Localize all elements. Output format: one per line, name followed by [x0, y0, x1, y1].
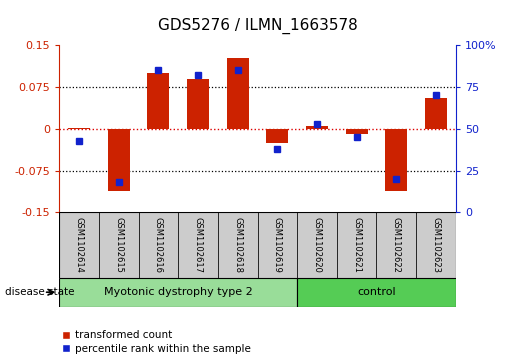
Bar — [147, 73, 169, 129]
FancyBboxPatch shape — [59, 278, 297, 307]
Text: GSM1102618: GSM1102618 — [233, 217, 242, 273]
Text: GSM1102614: GSM1102614 — [75, 217, 83, 273]
Text: GSM1102616: GSM1102616 — [154, 217, 163, 273]
Text: control: control — [357, 287, 396, 297]
Bar — [385, 129, 407, 191]
Text: GDS5276 / ILMN_1663578: GDS5276 / ILMN_1663578 — [158, 18, 357, 34]
Text: GSM1102617: GSM1102617 — [194, 217, 202, 273]
Bar — [346, 129, 368, 134]
Text: GSM1102622: GSM1102622 — [392, 217, 401, 273]
Bar — [266, 129, 288, 143]
Text: GSM1102621: GSM1102621 — [352, 217, 361, 273]
FancyBboxPatch shape — [258, 212, 297, 278]
FancyBboxPatch shape — [59, 212, 99, 278]
FancyBboxPatch shape — [99, 212, 139, 278]
Bar — [306, 126, 328, 129]
FancyBboxPatch shape — [297, 212, 337, 278]
Bar — [425, 98, 447, 129]
FancyBboxPatch shape — [218, 212, 258, 278]
Bar — [108, 129, 130, 191]
FancyBboxPatch shape — [139, 212, 178, 278]
Text: GSM1102620: GSM1102620 — [313, 217, 321, 273]
Bar — [227, 58, 249, 129]
Text: disease state: disease state — [5, 287, 75, 297]
FancyBboxPatch shape — [297, 278, 456, 307]
Text: GSM1102623: GSM1102623 — [432, 217, 440, 273]
Legend: transformed count, percentile rank within the sample: transformed count, percentile rank withi… — [57, 326, 255, 358]
Text: GSM1102615: GSM1102615 — [114, 217, 123, 273]
FancyBboxPatch shape — [416, 212, 456, 278]
FancyBboxPatch shape — [376, 212, 416, 278]
Bar — [187, 79, 209, 129]
Text: GSM1102619: GSM1102619 — [273, 217, 282, 273]
FancyBboxPatch shape — [178, 212, 218, 278]
Bar — [68, 128, 90, 129]
FancyBboxPatch shape — [337, 212, 376, 278]
Text: Myotonic dystrophy type 2: Myotonic dystrophy type 2 — [104, 287, 252, 297]
